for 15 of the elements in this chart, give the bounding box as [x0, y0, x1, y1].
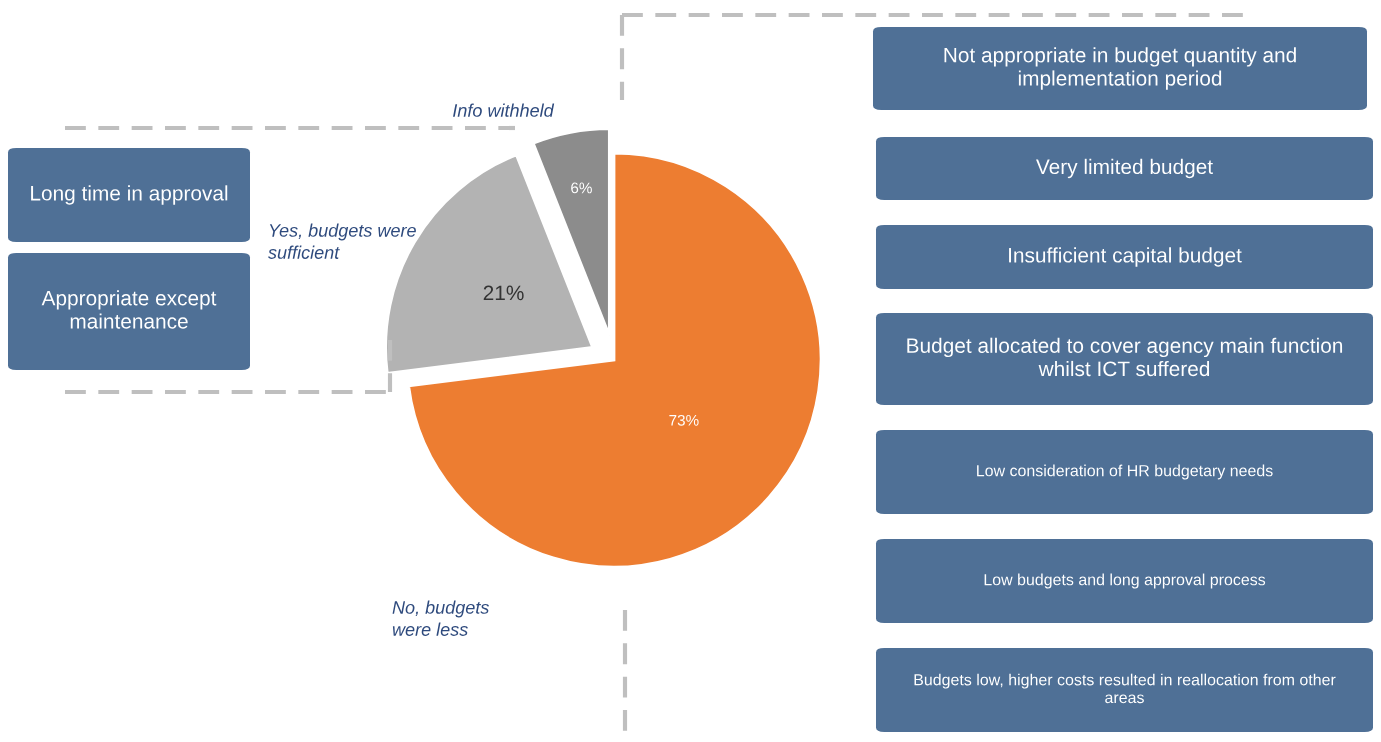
- slice-label: Yes, budgets were sufficient: [268, 223, 416, 259]
- data-label: 73%: [669, 414, 699, 426]
- text: Insufficient capital budget: [1009, 247, 1242, 267]
- text: Not appropriate in budget quantity and implementation period: [944, 47, 1296, 90]
- text: Low consideration of HR budgetary needs: [977, 464, 1273, 480]
- text: Budget allocated to cover agency main function whilst ICT suffered: [907, 337, 1343, 377]
- data-label: 6%: [571, 182, 592, 194]
- slice-label: No, budgets were less: [392, 600, 489, 636]
- text: Low budgets and long approval process: [984, 573, 1266, 589]
- slice-label: Info withheld: [453, 103, 555, 117]
- data-label: 21%: [483, 285, 524, 301]
- text: Appropriate except maintenance: [41, 290, 217, 329]
- text: Very limited budget: [1036, 158, 1213, 179]
- text: Budgets low, higher costs resulted in reallocation from other areas: [914, 673, 1336, 704]
- text: Long time in approval: [31, 185, 228, 205]
